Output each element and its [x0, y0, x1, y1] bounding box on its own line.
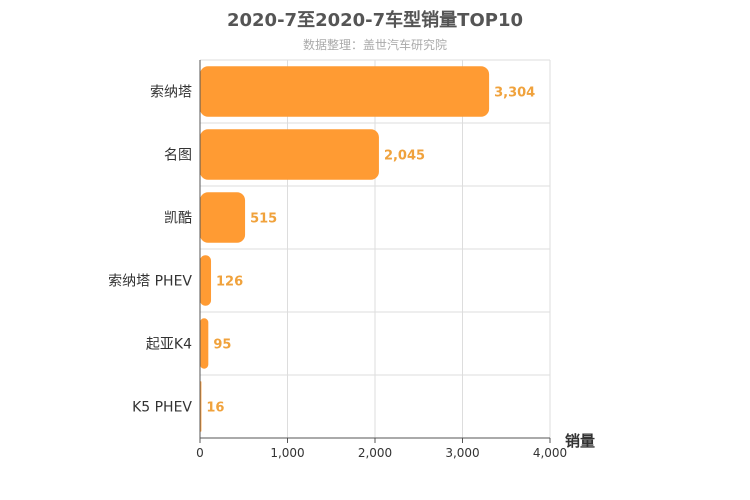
x-tick-label: 4,000: [533, 446, 567, 460]
data-label: 515: [250, 212, 277, 227]
bar: [200, 255, 212, 306]
data-label: 2,045: [384, 149, 425, 164]
category-label: 起亚K4: [146, 337, 192, 353]
chart-subtitle: 数据整理：盖世汽车研究院: [302, 38, 447, 52]
x-tick-label: 1,000: [270, 446, 304, 460]
bar: [200, 192, 246, 243]
chart-title: 2020-7至2020-7车型销量TOP10: [226, 10, 523, 31]
x-tick-label: 2,000: [358, 446, 392, 460]
bar: [200, 66, 490, 117]
category-label: 凯酷: [164, 211, 192, 227]
category-label: K5 PHEV: [132, 400, 192, 416]
x-axis-title: 销量: [565, 432, 595, 450]
bar: [200, 129, 379, 180]
category-label: 索纳塔 PHEV: [108, 273, 192, 290]
data-label: 126: [216, 275, 243, 290]
category-label: 索纳塔: [150, 84, 192, 101]
x-tick-label: 0: [196, 446, 204, 460]
data-label: 16: [206, 401, 224, 416]
data-label: 95: [213, 338, 231, 353]
category-label: 名图: [164, 148, 192, 164]
bars: 3,304 2,045 515 126 95 16: [200, 66, 535, 432]
data-label: 3,304: [494, 86, 535, 101]
bar: [200, 318, 209, 369]
x-tick-label: 3,000: [445, 446, 479, 460]
